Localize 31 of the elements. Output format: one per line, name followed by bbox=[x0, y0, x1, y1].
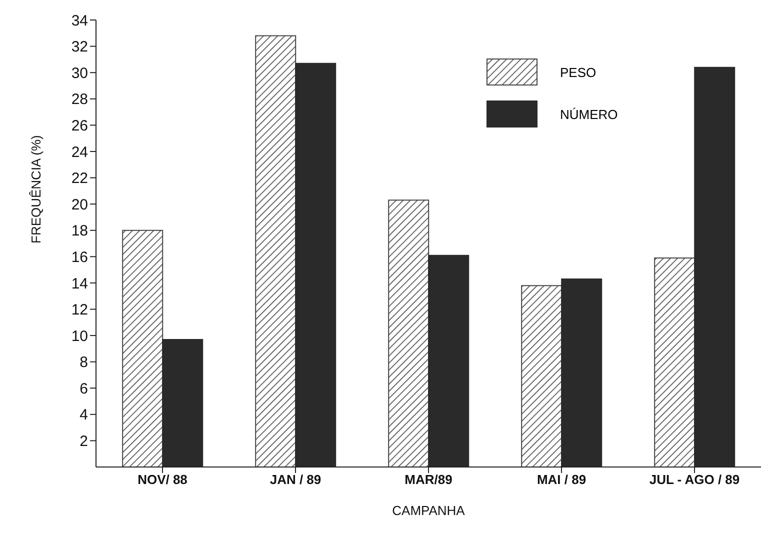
y-tick-label: 10 bbox=[71, 328, 88, 345]
x-axis-title: CAMPANHA bbox=[392, 503, 466, 518]
bar bbox=[521, 285, 562, 467]
y-tick-label: 34 bbox=[71, 12, 88, 30]
y-tick-label: 24 bbox=[71, 144, 88, 161]
y-tick-label: 14 bbox=[71, 275, 88, 292]
y-tick-label: 30 bbox=[71, 64, 88, 82]
y-tick-label: 32 bbox=[71, 38, 88, 56]
bar bbox=[255, 35, 296, 467]
y-tick-label: 16 bbox=[71, 248, 88, 266]
legend-label: PESO bbox=[560, 64, 596, 80]
y-tick-label: 8 bbox=[80, 354, 88, 372]
y-tick-label: 6 bbox=[80, 380, 88, 398]
x-tick-label: NOV/ 88 bbox=[138, 472, 188, 488]
y-tick-label: 18 bbox=[71, 222, 88, 240]
y-tick-label: 4 bbox=[80, 406, 88, 424]
x-tick-label: MAI / 89 bbox=[536, 472, 586, 488]
bar bbox=[122, 230, 164, 467]
y-tick-label: 12 bbox=[71, 302, 88, 319]
legend-label: NÚMERO bbox=[560, 106, 618, 122]
x-tick-label: JUL - AGO / 89 bbox=[649, 472, 740, 488]
y-axis-title: FREQUÊNCIA (%) bbox=[28, 135, 44, 244]
x-tick-label: JAN / 89 bbox=[270, 472, 322, 488]
y-tick-label: 26 bbox=[71, 118, 88, 134]
bar bbox=[654, 257, 696, 467]
y-tick-label: 28 bbox=[71, 91, 88, 108]
y-tick-label: 2 bbox=[80, 433, 88, 450]
y-tick-label: 22 bbox=[71, 170, 88, 188]
x-tick-label: MAR/89 bbox=[404, 472, 452, 488]
y-tick-label: 20 bbox=[71, 196, 88, 214]
bar bbox=[388, 200, 430, 467]
